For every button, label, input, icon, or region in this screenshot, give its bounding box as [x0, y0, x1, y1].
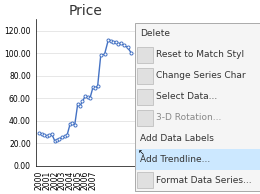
Text: 3-D Rotation...: 3-D Rotation... [156, 113, 221, 122]
Text: Format Data Series...: Format Data Series... [156, 176, 252, 185]
Text: Add Trendline...: Add Trendline... [140, 155, 211, 164]
Text: Delete: Delete [140, 29, 170, 38]
Text: Reset to Match Styl: Reset to Match Styl [156, 50, 244, 59]
Text: Change Series Char: Change Series Char [156, 71, 246, 80]
Text: Select Data...: Select Data... [156, 92, 217, 101]
Text: ↖: ↖ [138, 149, 145, 158]
Title: Price: Price [68, 4, 102, 18]
Text: Add Data Labels: Add Data Labels [140, 134, 214, 143]
